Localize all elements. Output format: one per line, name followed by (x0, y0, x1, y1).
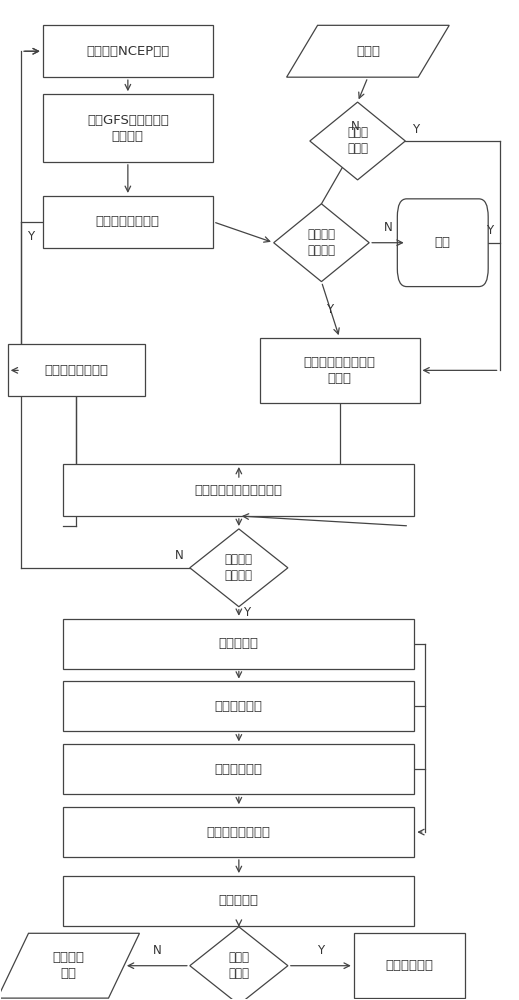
FancyBboxPatch shape (43, 94, 213, 162)
Polygon shape (190, 927, 288, 1000)
FancyBboxPatch shape (43, 25, 213, 77)
FancyBboxPatch shape (63, 876, 414, 926)
Polygon shape (190, 529, 288, 607)
FancyBboxPatch shape (63, 807, 414, 857)
Text: 是否强
制触发: 是否强 制触发 (347, 126, 368, 155)
Text: 生成预报因子集数据文件: 生成预报因子集数据文件 (195, 484, 283, 497)
Text: 能见度预报: 能见度预报 (219, 637, 259, 650)
FancyBboxPatch shape (43, 196, 213, 248)
Text: Y: Y (486, 224, 493, 237)
Text: 重污染定量化预报: 重污染定量化预报 (207, 826, 271, 839)
Text: N: N (384, 221, 392, 234)
Text: Y: Y (412, 123, 419, 136)
Text: N: N (153, 944, 161, 957)
Text: 可视化展示: 可视化展示 (219, 894, 259, 907)
Text: Y: Y (325, 303, 333, 316)
Text: 天气类型识别: 天气类型识别 (215, 763, 263, 776)
Polygon shape (274, 204, 369, 282)
Text: 提取气象要素数据: 提取气象要素数据 (44, 364, 108, 377)
Text: 污染程度初判: 污染程度初判 (215, 700, 263, 713)
Text: 是否为
重污染: 是否为 重污染 (228, 951, 249, 980)
FancyBboxPatch shape (8, 344, 145, 396)
Text: 等待: 等待 (435, 236, 451, 249)
Text: Y: Y (27, 230, 34, 243)
FancyBboxPatch shape (398, 199, 488, 287)
FancyBboxPatch shape (63, 744, 414, 794)
Text: 数据文件
列项正常: 数据文件 列项正常 (225, 553, 253, 582)
Text: N: N (175, 549, 184, 562)
Text: 管理员: 管理员 (356, 45, 380, 58)
Polygon shape (286, 25, 449, 77)
Polygon shape (310, 102, 405, 180)
Text: 气象模式
运算完毕: 气象模式 运算完毕 (307, 228, 335, 257)
Polygon shape (0, 933, 140, 998)
FancyBboxPatch shape (63, 681, 414, 731)
FancyBboxPatch shape (63, 464, 414, 516)
Text: 存储预报
数据: 存储预报 数据 (52, 951, 85, 980)
Text: Y: Y (317, 944, 324, 957)
FancyBboxPatch shape (354, 933, 465, 998)
Text: 获取GFS全球背景场
预报数据: 获取GFS全球背景场 预报数据 (87, 114, 169, 143)
Text: 发布内部警报: 发布内部警报 (385, 959, 433, 972)
Text: 链接美国NCEP网站: 链接美国NCEP网站 (86, 45, 170, 58)
Text: Y: Y (243, 606, 250, 619)
FancyBboxPatch shape (63, 619, 414, 669)
Text: 启动运行气象模式: 启动运行气象模式 (96, 215, 160, 228)
Text: 获取空气质量在线监
测数据: 获取空气质量在线监 测数据 (304, 356, 376, 385)
FancyBboxPatch shape (260, 338, 419, 403)
Text: N: N (351, 120, 359, 133)
